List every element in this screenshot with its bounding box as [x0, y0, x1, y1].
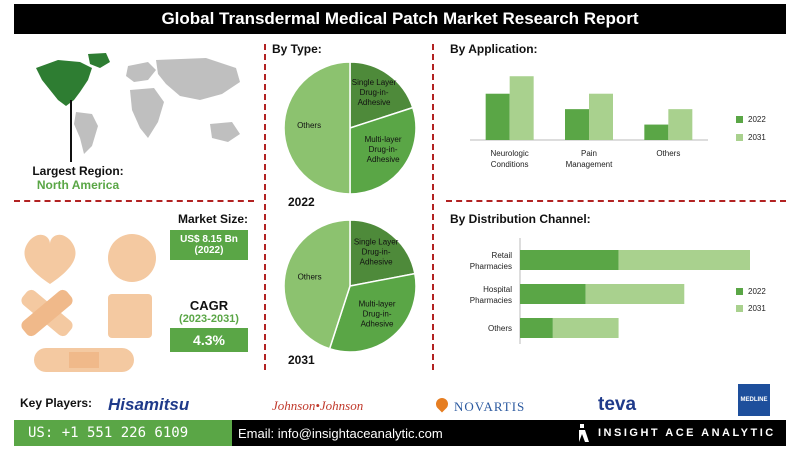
hisamitsu-logo: Hisamitsu — [108, 395, 190, 414]
map-europe — [126, 62, 156, 82]
round-patch-icon — [108, 234, 156, 282]
map-australia — [210, 122, 240, 142]
brand-logo-icon — [579, 424, 589, 442]
medline-logo: MEDLINE — [738, 384, 770, 416]
x-tick-label: Others — [656, 149, 680, 158]
bar-2022 — [565, 109, 589, 140]
cagr-value: 4.3% — [170, 328, 248, 352]
map-pointer-line — [70, 100, 72, 162]
map-north-america — [36, 60, 92, 106]
market-size-value: US$ 8.15 Bn — [180, 234, 238, 245]
y-tick-label: Retail Pharmacies — [470, 251, 512, 271]
bar-2022 — [644, 124, 669, 140]
distribution-bar-chart: Retail Pharmacies Hospital Pharmacies Others… — [470, 238, 766, 344]
pie-slice — [349, 219, 416, 287]
legend-label: 2022 — [748, 115, 766, 124]
bar-2022 — [520, 250, 619, 270]
bar-2031 — [589, 93, 613, 140]
pie-slice — [283, 219, 351, 350]
footer-phone: US: +1 551 226 6109 — [14, 420, 232, 446]
divider-right-horizontal — [446, 200, 786, 202]
pie-slice-label: Single Layer Drug-in-Adhesive — [354, 237, 399, 266]
teva-logo: teva — [598, 394, 637, 415]
by-application-title: By Application: — [450, 42, 538, 56]
bar-2022 — [485, 93, 510, 140]
map-south-america — [74, 112, 98, 154]
cagr-label: CAGR — [189, 298, 229, 313]
pie-chart-2022: Single Layer Drug-in-Adhesive Multi-layer D… — [283, 61, 417, 209]
bar-2031 — [668, 109, 693, 140]
pie-chart-2031: Single Layer Drug-in-Adhesive Multi-layer D… — [283, 219, 417, 367]
y-tick-label: Others — [488, 324, 512, 333]
footer-brand-bar: INSIGHT ACE ANALYTIC — [570, 420, 786, 446]
johnson-logo: Johnson•Johnson — [272, 398, 364, 413]
pie-slice — [328, 272, 417, 353]
footer-email: Email: info@insightaceanalytic.com — [232, 420, 570, 446]
bar-2022 — [520, 318, 553, 338]
pie-slice — [283, 61, 351, 195]
largest-region-value: North America — [36, 178, 120, 192]
x-tick-label: Neurologic Conditions — [491, 149, 529, 169]
divider-left — [264, 44, 266, 370]
legend-swatch — [736, 305, 743, 312]
y-tick-label: Hospital Pharmacies — [470, 285, 512, 305]
legend-label: 2031 — [748, 304, 766, 313]
pie-slice-label: Multi-layer Drug-in-Adhesive — [365, 135, 402, 164]
map-greenland — [88, 53, 110, 68]
market-size-label: Market Size: — [177, 212, 248, 226]
footer-brand: INSIGHT ACE ANALYTIC — [598, 427, 776, 439]
cagr-period: (2023-2031) — [179, 313, 239, 325]
patch-illustration — [21, 234, 156, 372]
pie-year-label: 2022 — [288, 195, 315, 209]
world-map — [36, 53, 240, 154]
legend-label: 2022 — [748, 287, 766, 296]
novartis-logo: NOVARTIS — [454, 399, 526, 414]
square-patch-icon — [108, 294, 152, 338]
pie-slice — [349, 61, 414, 130]
pie-slice-label: Others — [297, 121, 321, 130]
novartis-flame-icon — [433, 395, 451, 413]
pie-year-label: 2031 — [288, 353, 315, 367]
bar-2031 — [552, 318, 619, 338]
divider-left-horizontal — [14, 200, 254, 202]
map-africa — [130, 88, 164, 138]
pie-slice — [349, 106, 417, 195]
application-bar-chart: Neurologic Conditions Pain Management Others… — [470, 76, 766, 169]
legend-swatch — [736, 116, 743, 123]
x-tick-label: Pain Management — [566, 149, 613, 169]
page-title: Global Transdermal Medical Patch Market … — [14, 4, 786, 34]
bar-2031 — [585, 284, 685, 304]
market-size-year: (2022) — [194, 245, 224, 256]
bar-2022 — [520, 284, 586, 304]
key-players-label: Key Players: — [20, 396, 93, 410]
pie-slice-label: Single Layer Drug-in-Adhesive — [352, 78, 397, 107]
by-distribution-title: By Distribution Channel: — [450, 212, 591, 226]
divider-right — [432, 44, 434, 370]
bar-2031 — [618, 250, 750, 270]
market-size-box: US$ 8.15 Bn (2022) — [170, 230, 248, 260]
legend-swatch — [736, 134, 743, 141]
cross-patch-icon — [21, 289, 73, 337]
pie-slice-label: Multi-layer Drug-in-Adhesive — [359, 300, 396, 329]
by-type-title: By Type: — [272, 42, 322, 56]
legend-swatch — [736, 288, 743, 295]
bar-2031 — [509, 76, 534, 140]
legend-label: 2031 — [748, 133, 766, 142]
map-asia — [156, 58, 240, 100]
heart-patch-icon — [24, 234, 76, 284]
pie-slice-label: Others — [298, 273, 322, 282]
largest-region-label: Largest Region: — [32, 164, 124, 178]
